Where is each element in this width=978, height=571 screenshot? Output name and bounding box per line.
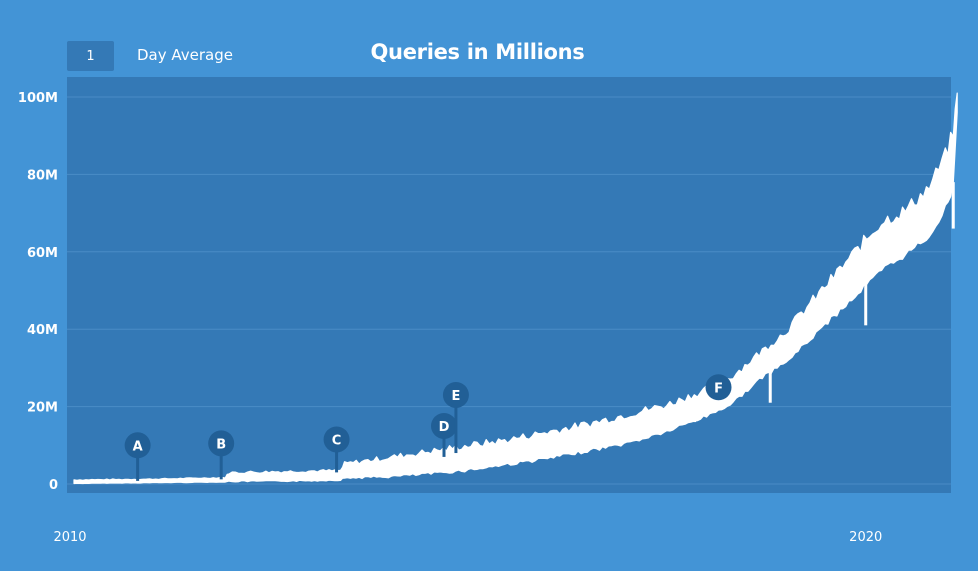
chart-title: Queries in Millions: [370, 40, 585, 64]
y-tick-label: 80M: [27, 168, 58, 183]
y-axis: 0 20M 40M 60M 80M 100M: [18, 91, 58, 493]
annotation-label: B: [216, 437, 226, 452]
average-window-input[interactable]: 1: [67, 41, 114, 71]
gridlines: [67, 96, 951, 485]
average-window-label: Day Average: [137, 46, 233, 64]
plot-area: [67, 77, 951, 493]
annotation-marker: [124, 432, 151, 459]
annotation-marker: [430, 412, 457, 439]
annotation-d: D: [430, 412, 457, 457]
x-tick-label: 2010: [53, 530, 86, 545]
x-axis: 2010 2020: [53, 530, 882, 545]
y-tick-label: 60M: [27, 246, 58, 261]
annotation-a: A: [124, 432, 151, 481]
annotation-e: E: [442, 381, 469, 454]
y-tick-label: 100M: [18, 91, 58, 106]
series-band: [73, 92, 958, 485]
annotation-marker: [208, 430, 235, 457]
annotation-markers: A B C D E F: [124, 374, 732, 481]
y-tick-label: 40M: [27, 323, 58, 338]
series-area: [73, 92, 958, 485]
annotation-label: D: [439, 420, 450, 435]
annotation-label: C: [332, 433, 342, 448]
annotation-marker: [705, 374, 732, 401]
annotation-c: C: [323, 426, 350, 473]
annotation-b: B: [208, 430, 235, 480]
y-tick-label: 0: [49, 478, 58, 493]
annotation-label: E: [451, 389, 460, 404]
x-tick-label: 2020: [849, 530, 882, 545]
annotation-marker: [323, 426, 350, 453]
annotation-f: F: [705, 374, 732, 401]
annotation-label: F: [714, 381, 723, 396]
annotation-label: A: [133, 439, 143, 454]
annotation-marker: [442, 381, 469, 408]
y-tick-label: 20M: [27, 401, 58, 416]
